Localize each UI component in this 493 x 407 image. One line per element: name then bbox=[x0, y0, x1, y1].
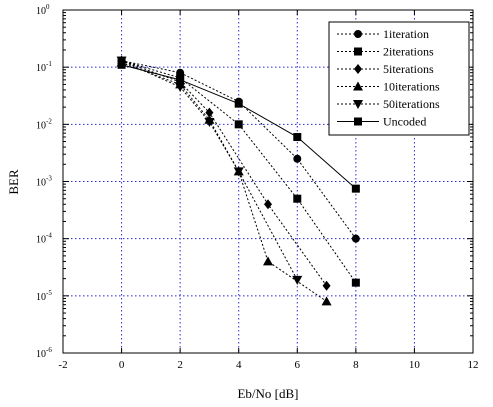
x-tick-label: 6 bbox=[295, 359, 301, 371]
y-tick-label: 10-4 bbox=[36, 232, 52, 246]
y-tick-label: 10-2 bbox=[36, 117, 52, 131]
y-tick-label: 10-6 bbox=[36, 346, 52, 360]
legend-marker bbox=[353, 81, 363, 91]
data-point bbox=[351, 184, 360, 193]
legend-marker bbox=[354, 30, 362, 38]
data-point bbox=[293, 133, 302, 142]
data-point bbox=[234, 99, 243, 108]
data-point bbox=[351, 278, 360, 287]
x-tick-label: 10 bbox=[409, 359, 421, 371]
legend-item: Uncoded bbox=[337, 115, 426, 129]
legend-label: 1iteration bbox=[383, 27, 429, 41]
axis-ticks: -2 0 2 4 6 8 10 12 100 10-1 10-2 10-3 10-4 10-5 10-6 bbox=[36, 3, 479, 371]
x-tick-label: -2 bbox=[58, 359, 67, 371]
data-point bbox=[233, 167, 244, 177]
y-tick-label: 100 bbox=[36, 3, 50, 17]
y-axis-label: BER bbox=[6, 169, 21, 195]
legend-marker bbox=[354, 64, 362, 74]
data-point bbox=[293, 194, 302, 203]
legend-label: 50iterations bbox=[383, 97, 440, 111]
data-point bbox=[264, 199, 272, 210]
legend-item: 1iteration bbox=[337, 27, 429, 41]
legend-item: 2iterations bbox=[337, 45, 434, 59]
data-point bbox=[204, 117, 215, 127]
x-tick-label: 2 bbox=[177, 359, 183, 371]
legend-item: 50iterations bbox=[337, 97, 440, 111]
legend-label: 10iterations bbox=[383, 80, 440, 94]
legend-label: 2iterations bbox=[383, 45, 434, 59]
series-50iterations bbox=[116, 56, 303, 285]
legend-box bbox=[328, 21, 470, 136]
data-point bbox=[117, 60, 126, 69]
data-point bbox=[176, 75, 185, 84]
data-point bbox=[175, 82, 186, 92]
data-point bbox=[205, 107, 214, 118]
y-tick-label: 10-3 bbox=[36, 175, 52, 189]
data-point bbox=[234, 120, 243, 129]
legend-label: Uncoded bbox=[383, 115, 426, 129]
data-point bbox=[292, 275, 303, 285]
legend: 1iteration 2iterations 5iterations 10iterat… bbox=[328, 21, 470, 136]
x-tick-label: 0 bbox=[119, 359, 125, 371]
series-uncoded bbox=[117, 60, 360, 193]
y-tick-label: 10-1 bbox=[36, 60, 52, 74]
legend-label: 5iterations bbox=[383, 62, 434, 76]
legend-marker bbox=[353, 100, 363, 109]
x-tick-label: 8 bbox=[353, 359, 359, 371]
y-tick-label: 10-5 bbox=[36, 289, 52, 303]
legend-item: 5iterations bbox=[337, 62, 434, 76]
legend-item: 10iterations bbox=[337, 80, 440, 94]
data-point bbox=[293, 154, 302, 163]
series-line bbox=[121, 60, 357, 283]
data-point bbox=[351, 234, 360, 243]
series-5iterations bbox=[117, 55, 331, 291]
legend-marker bbox=[354, 47, 362, 56]
series-line bbox=[121, 62, 327, 302]
legend-marker bbox=[354, 117, 362, 126]
data-point bbox=[263, 256, 273, 266]
series-group bbox=[116, 55, 360, 306]
x-tick-label: 4 bbox=[236, 359, 242, 371]
data-point bbox=[321, 296, 332, 306]
x-tick-label: 12 bbox=[468, 359, 479, 371]
x-axis-label: Eb/No [dB] bbox=[237, 386, 298, 401]
data-point bbox=[322, 280, 331, 291]
series-line bbox=[121, 60, 298, 281]
